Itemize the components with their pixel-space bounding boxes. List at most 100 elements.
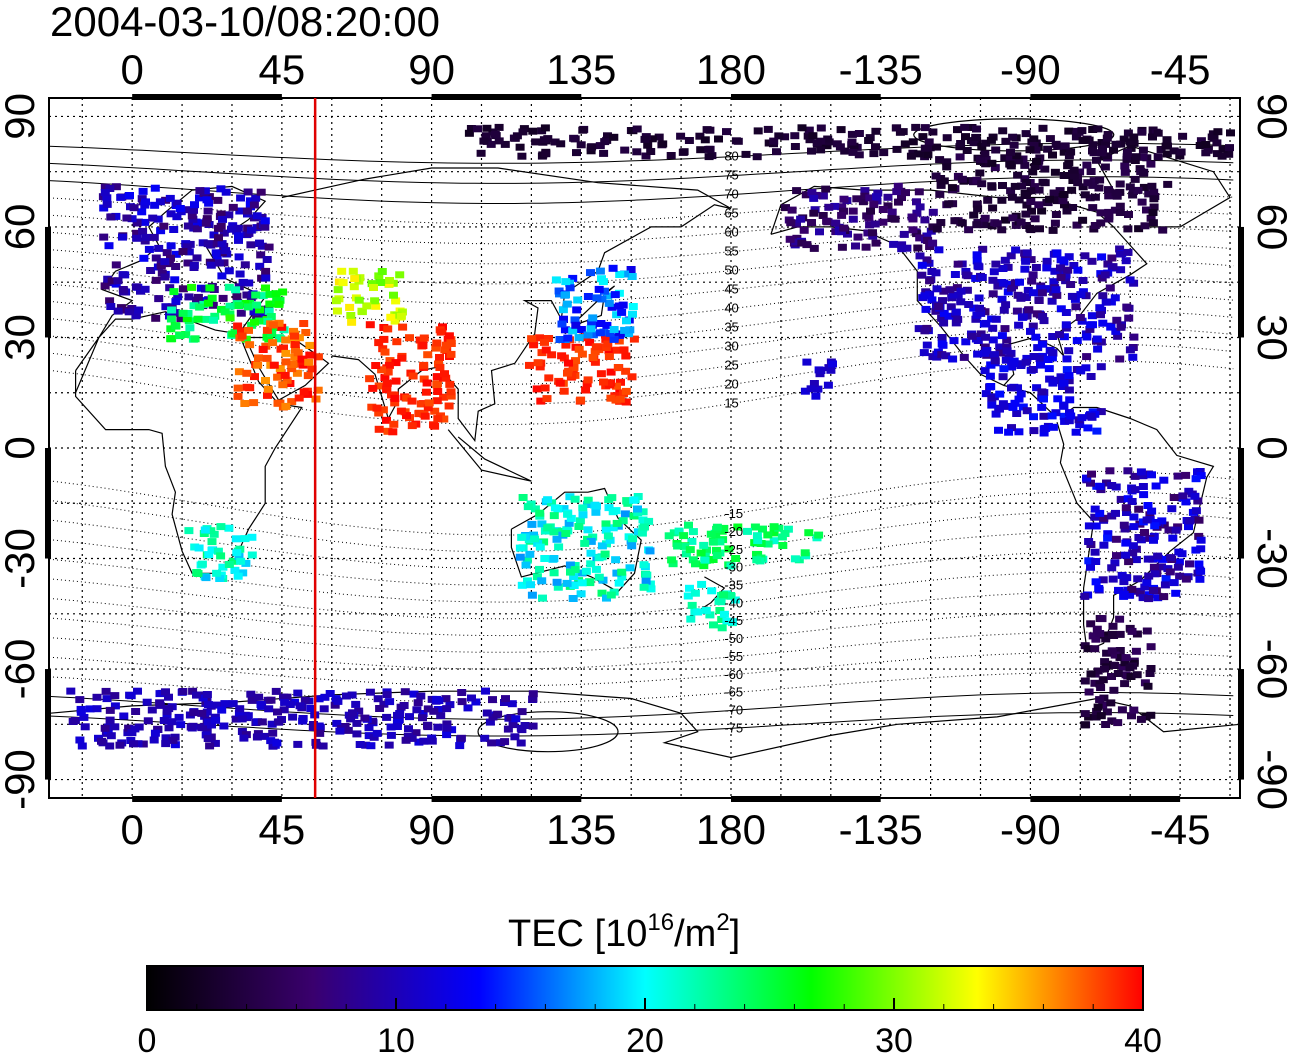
tec-pixel (446, 392, 456, 400)
frame-bar-bottom (132, 796, 282, 802)
tec-pixel (621, 367, 631, 375)
tec-pixel (1102, 479, 1111, 487)
tec-pixel (792, 219, 801, 227)
tec-pixel (1115, 355, 1125, 363)
tec-pixel (899, 230, 909, 238)
tec-pixel (146, 267, 156, 274)
tec-pixel (350, 275, 360, 283)
tec-pixel (1052, 291, 1062, 299)
tec-pixel (595, 329, 605, 337)
tec-pixel (1095, 630, 1105, 637)
tec-pixel (1195, 575, 1205, 583)
tec-pixel (217, 706, 227, 714)
tec-pixel (691, 560, 700, 568)
tec-pixel (1123, 129, 1133, 137)
tec-pixel (272, 739, 282, 747)
tec-pixel (230, 566, 240, 574)
tec-pixel (433, 388, 443, 395)
tec-pixel (1107, 673, 1116, 680)
tec-pixel (668, 560, 678, 568)
tec-pixel (178, 248, 188, 255)
tec-pixel (1201, 141, 1211, 148)
tec-pixel (346, 715, 356, 723)
tec-pixel (297, 355, 307, 363)
tec-pixel (1026, 256, 1036, 264)
tec-pixel (446, 336, 456, 344)
tec-pixel (763, 531, 773, 539)
tec-pixel (407, 422, 417, 430)
tec-pixel (349, 283, 359, 291)
tec-pixel (333, 697, 343, 705)
tec-pixel (374, 425, 384, 433)
tec-pixel (901, 189, 910, 197)
tec-pixel (133, 687, 142, 695)
tec-pixel (879, 149, 889, 157)
tec-pixel (1038, 124, 1048, 132)
tec-pixel (1127, 585, 1137, 593)
tec-pixel (384, 741, 394, 749)
tec-pixel (664, 532, 674, 540)
tec-pixel (1159, 521, 1169, 529)
tec-pixel (1011, 221, 1021, 229)
tec-pixel (1092, 427, 1102, 435)
tec-pixel (1090, 645, 1100, 653)
tec-pixel (1086, 168, 1096, 175)
tec-pixel (1144, 572, 1154, 580)
tec-pixel (1129, 513, 1139, 521)
y-tick-label-left: -90 (0, 749, 43, 810)
tec-pixel (731, 137, 741, 145)
tec-pixel (1127, 498, 1137, 505)
tec-pixel (1088, 147, 1097, 155)
tec-pixel (242, 369, 252, 377)
tec-pixel (971, 274, 981, 282)
tec-pixel (1098, 319, 1108, 327)
tec-pixel (1123, 248, 1133, 256)
tec-pixel (251, 291, 261, 299)
tec-pixel (1119, 578, 1129, 586)
tec-pixel (113, 307, 123, 315)
tec-pixel (628, 535, 638, 543)
tec-pixel (1017, 182, 1026, 190)
tec-pixel (1098, 701, 1108, 709)
tec-pixel (517, 533, 527, 541)
coastline (510, 487, 642, 593)
tec-pixel (811, 392, 821, 400)
tec-pixel (752, 550, 761, 558)
tec-pixel (932, 285, 942, 293)
tec-pixel (418, 714, 427, 722)
tec-pixel (998, 373, 1008, 381)
tec-pixel (287, 365, 297, 373)
tec-pixel (1125, 183, 1135, 191)
tec-pixel (1022, 249, 1032, 257)
tec-pixel (1104, 186, 1113, 194)
tec-pixel (187, 283, 197, 291)
tec-pixel (1009, 141, 1019, 149)
tec-pixel (1143, 502, 1153, 509)
tec-pixel (550, 504, 560, 512)
tec-pixel (206, 261, 216, 269)
tec-pixel (466, 125, 476, 132)
tec-pixel (1073, 266, 1083, 274)
tec-pixel (937, 340, 947, 348)
tec-pixel (1146, 665, 1156, 672)
tec-pixel (830, 202, 840, 210)
y-tick-label-left: -60 (0, 639, 43, 700)
tec-pixel (953, 260, 963, 268)
tec-pixel (1101, 140, 1110, 148)
tec-pixel (193, 315, 203, 323)
tec-pixel (147, 706, 157, 714)
tec-pixel (228, 330, 238, 338)
tec-pixel (565, 284, 575, 292)
tec-pixel (256, 251, 266, 259)
tec-pixel (166, 325, 176, 333)
tec-pixel (1128, 353, 1138, 361)
tec-pixel (1024, 306, 1034, 314)
tec-pixel (335, 727, 345, 735)
tec-pixel (1095, 696, 1105, 704)
tec-pixel (151, 276, 161, 284)
tec-pixel (1069, 166, 1079, 174)
tec-pixel (137, 208, 147, 216)
tec-pixel (606, 368, 616, 376)
tec-pixel (1003, 263, 1013, 271)
